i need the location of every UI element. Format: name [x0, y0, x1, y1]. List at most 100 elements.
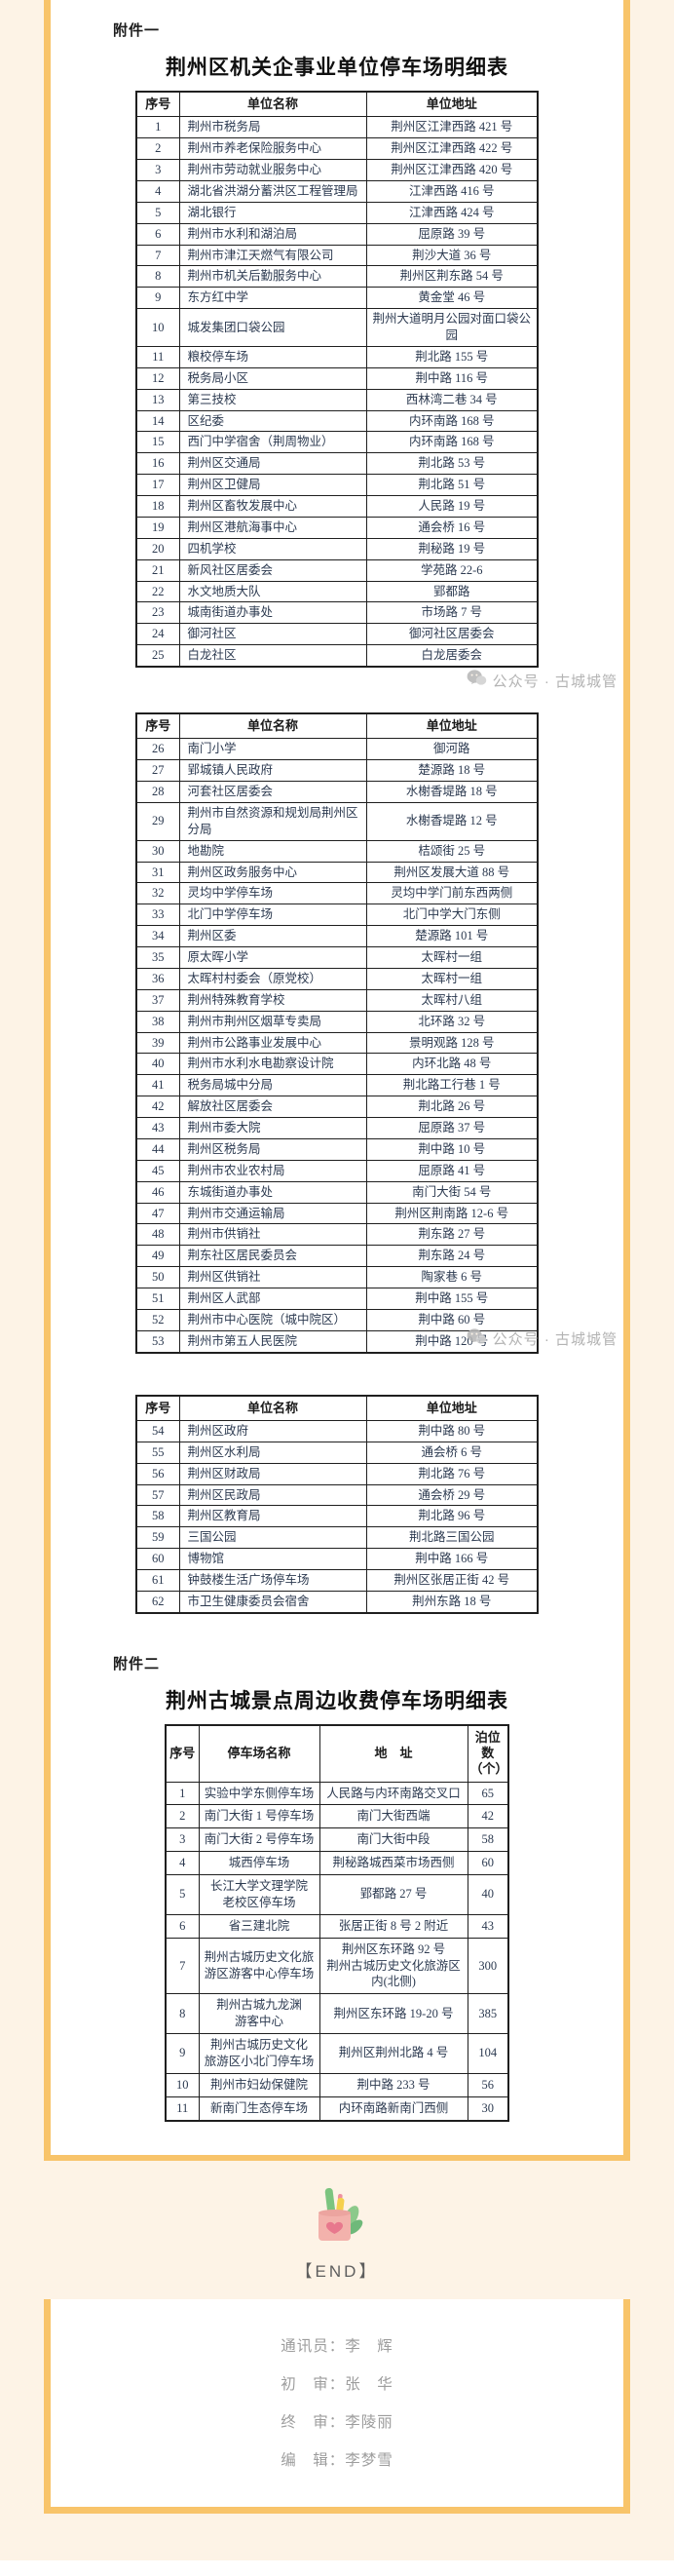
table-row: 46 东城街道办事处 南门大街 54 号 — [135, 1180, 539, 1204]
table-row: 19 荆州区港航海事中心 通会桥 16 号 — [135, 516, 539, 539]
table-cell: 荆州区荆东路 54 号 — [365, 265, 539, 288]
table-cell: 南门大街 2 号停车场 — [198, 1827, 320, 1853]
watermark: 公众号 · 古城城管 — [51, 670, 623, 691]
table-cell: 荆州市供销社 — [178, 1223, 367, 1247]
column-header: 单位地址 — [365, 91, 539, 118]
table-row: 61 钟鼓楼生活广场停车场 荆州区张居正街 42 号 — [135, 1569, 539, 1592]
table-cell: 1 — [135, 116, 180, 139]
table-cell: 太晖村村委会（原党校） — [178, 967, 367, 990]
table-cell: 3 — [135, 159, 180, 181]
table-cell: 6 — [165, 1913, 200, 1939]
table-cell: 水文地质大队 — [178, 580, 367, 603]
table-row: 3 荆州市劳动就业服务中心 荆州区江津西路 420 号 — [135, 159, 539, 181]
table-cell: 61 — [135, 1569, 180, 1592]
table-row: 6 省三建北院 张居正街 8 号 2 附近 43 — [165, 1913, 509, 1939]
column-header: 单位名称 — [178, 712, 367, 740]
table-cell: 6 — [135, 222, 180, 246]
unit-parking-table-part-2: 序号 单位名称 单位地址 26 南门小学 御河路 27 郢城镇人民政府 楚源路 18 号 28 河套… — [135, 712, 539, 1354]
table-cell: 南门大街 1 号停车场 — [198, 1804, 320, 1829]
table-cell: 7 — [165, 1937, 200, 1995]
table-cell: 荆州区政府 — [178, 1419, 367, 1442]
table-cell: 荆州区发展大道 88 号 — [365, 861, 539, 884]
table-row: 8 荆州古城九龙渊 游客中心 荆州区东环路 19-20 号 385 — [165, 1993, 509, 2034]
table-cell: 南门大街西端 — [318, 1804, 468, 1829]
table-cell: 53 — [135, 1329, 180, 1354]
header-row: 序号 单位名称 单位地址 — [135, 1395, 539, 1421]
table-cell: 城南街道办事处 — [178, 601, 367, 625]
header-row: 序号 单位名称 单位地址 — [135, 712, 539, 740]
table-cell: 荆州市中心医院（城中院区） — [178, 1308, 367, 1331]
table-cell: 56 — [135, 1462, 180, 1485]
table-cell: 新风社区居委会 — [178, 558, 367, 582]
table-cell: 荆中路 155 号 — [365, 1288, 539, 1310]
table-cell: 市卫生健康委员会宿舍 — [178, 1590, 367, 1614]
table-cell: 荆东路 27 号 — [365, 1223, 539, 1247]
table-row: 3 南门大街 2 号停车场 南门大街中段 58 — [165, 1827, 509, 1853]
unit-table-title: 荆州区机关企事业单位停车场明细表 — [166, 57, 508, 79]
table-cell: 26 — [135, 738, 180, 761]
table-cell: 博物馆 — [178, 1548, 367, 1570]
table-cell: 24 — [135, 623, 180, 646]
table-row: 7 荆州古城历史文化旅 游区游客中心停车场 荆州区东环路 92 号 荆州古城历史文化… — [165, 1937, 509, 1995]
table-row: 17 荆州区卫健局 荆北路 51 号 — [135, 474, 539, 496]
table-cell: 白龙居委会 — [365, 644, 539, 668]
table-cell: 50 — [135, 1266, 180, 1288]
footer-line-correspondent: 通讯员：李 辉 — [281, 2337, 393, 2355]
table-cell: 荆中路 116 号 — [365, 366, 539, 390]
table-cell: 60 — [467, 1851, 509, 1875]
table-cell: 荆州区供销社 — [178, 1266, 367, 1288]
table-cell: 2 — [135, 137, 180, 160]
table-cell: 实验中学东侧停车场 — [198, 1781, 320, 1806]
table-cell: 35 — [135, 946, 180, 969]
table-cell: 荆州市税务局 — [178, 116, 367, 139]
table-cell: 西门中学宿舍（荆周物业） — [178, 431, 367, 454]
table-cell: 御河社区居委会 — [365, 623, 539, 646]
table-cell: 38 — [135, 1010, 180, 1033]
watermark: 公众号 · 古城城管 — [51, 1328, 623, 1350]
table-cell: 46 — [135, 1180, 180, 1204]
table-cell: 北环路 32 号 — [365, 1010, 539, 1033]
table-cell: 22 — [135, 580, 180, 603]
table-cell: 17 — [135, 474, 180, 496]
table-row: 10 荆州市妇幼保健院 荆中路 233 号 56 — [165, 2072, 509, 2097]
table-cell: 御河路 — [365, 738, 539, 761]
table-cell: 44 — [135, 1137, 180, 1161]
table-cell: 南门小学 — [178, 738, 367, 761]
table-cell: 40 — [135, 1053, 180, 1076]
table-row: 52 荆州市中心医院（城中院区） 荆中路 60 号 — [135, 1308, 539, 1331]
table-row: 5 长江大学文理学院 老校区停车场 郢都路 27 号 40 — [165, 1874, 509, 1915]
table-row: 2 荆州市养老保险服务中心 荆州区江津西路 422 号 — [135, 137, 539, 160]
table-cell: 荆中路 166 号 — [365, 1548, 539, 1570]
table-cell: 内环南路新南门西侧 — [318, 2095, 468, 2122]
column-header: 泊位数 （个） — [467, 1724, 509, 1783]
table-row: 47 荆州市交通运输局 荆州区荆南路 12-6 号 — [135, 1202, 539, 1225]
table-cell: 2 — [165, 1804, 200, 1829]
table-cell: 屈原路 37 号 — [365, 1117, 539, 1139]
column-header: 序号 — [135, 712, 180, 740]
table-cell: 14 — [135, 409, 180, 433]
table-row: 28 河套社区居委会 水榭香堤路 18 号 — [135, 781, 539, 803]
table-cell: 29 — [135, 801, 180, 841]
table-row: 59 三国公园 荆北路三国公园 — [135, 1526, 539, 1550]
table-cell: 张居正街 8 号 2 附近 — [318, 1913, 468, 1939]
table-cell: 荆州市养老保险服务中心 — [178, 137, 367, 160]
table-cell: 荆中路 120 号 — [365, 1329, 539, 1354]
table-cell: 荆州区江津西路 420 号 — [365, 159, 539, 181]
table-cell: 税务局小区 — [178, 366, 367, 390]
header-row: 序号 单位名称 单位地址 — [135, 91, 539, 118]
table-cell: 税务局城中分局 — [178, 1074, 367, 1097]
table-cell: 内环北路 48 号 — [365, 1053, 539, 1076]
table-row: 54 荆州区政府 荆中路 80 号 — [135, 1419, 539, 1442]
table-row: 11 粮校停车场 荆北路 155 号 — [135, 345, 539, 368]
table-cell: 荆州市第五人民医院 — [178, 1329, 367, 1354]
spacer — [51, 1614, 623, 1653]
column-header: 地 址 — [318, 1724, 468, 1783]
table-cell: 通会桥 29 号 — [365, 1483, 539, 1507]
table-row: 48 荆州市供销社 荆东路 27 号 — [135, 1223, 539, 1247]
table-row: 39 荆州市公路事业发展中心 景明观路 128 号 — [135, 1031, 539, 1055]
table-cell: 荆中路 10 号 — [365, 1137, 539, 1161]
table-cell: 荆北路 53 号 — [365, 452, 539, 476]
table-row: 16 荆州区交通局 荆北路 53 号 — [135, 452, 539, 476]
bottom-spacer — [0, 2514, 674, 2560]
table-cell: 10 — [135, 308, 180, 347]
